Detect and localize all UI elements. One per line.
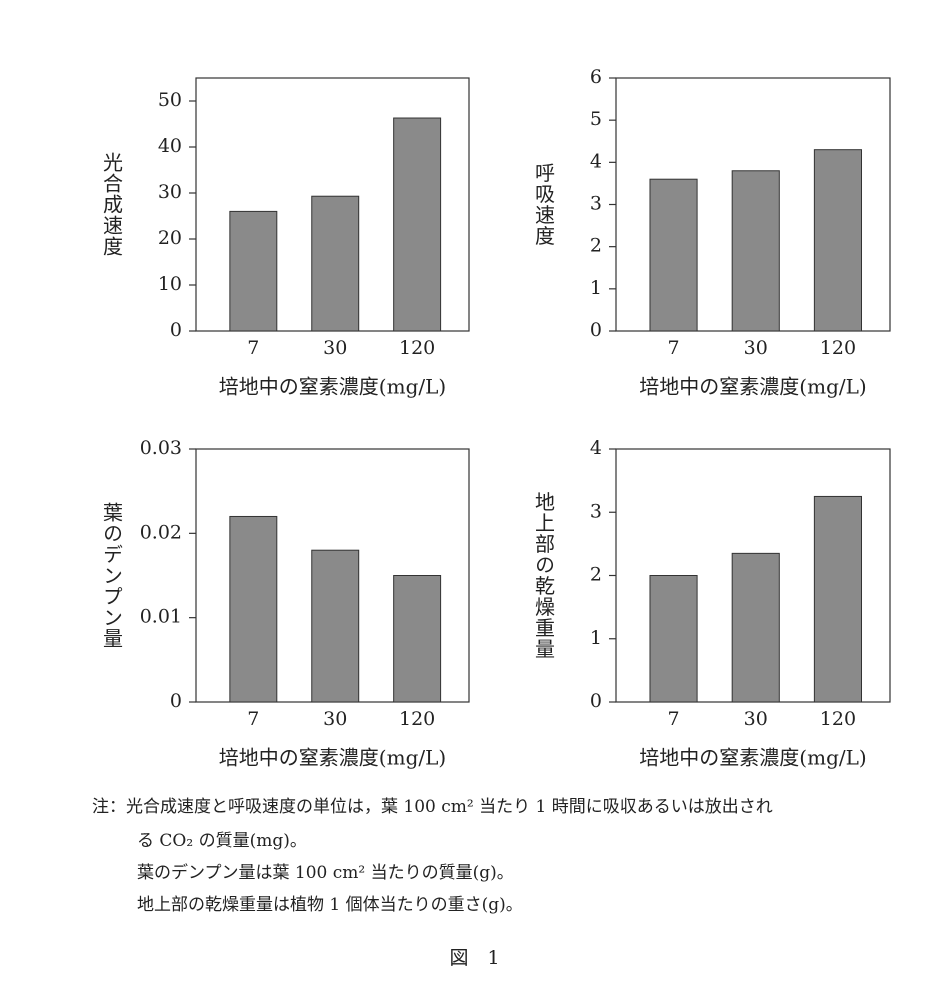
x-tick-label: 30 [323,337,347,359]
bar [311,195,360,332]
y-tick-label: 0.01 [140,606,182,628]
y-axis-label: 呼吸速度 [532,162,556,246]
x-axis-label: 培地中の窒素濃度(mg/L) [639,746,866,770]
y-tick-label: 1 [590,627,602,649]
y-tick-label: 20 [158,227,182,249]
bar [229,210,278,332]
bar [731,552,780,703]
bar [229,515,278,703]
x-axis-label: 培地中の窒素濃度(mg/L) [219,375,446,399]
x-tick-label: 7 [247,708,259,730]
y-tick-label: 3 [590,193,602,215]
y-tick-label: 1 [590,277,602,299]
y-tick-label: 3 [590,500,602,522]
bar [731,170,780,332]
x-tick-label: 30 [744,337,768,359]
bar [393,575,442,703]
note: 地上部の乾燥重量は植物 1 個体当たりの重さ(g)。 [137,895,523,915]
y-tick-label: 40 [158,135,182,157]
x-axis-label: 培地中の窒素濃度(mg/L) [219,746,446,770]
y-tick-label: 6 [590,66,602,88]
y-tick-label: 5 [590,108,602,130]
bar [311,549,360,703]
x-tick-label: 120 [399,337,435,359]
x-tick-label: 120 [820,708,856,730]
y-tick-label: 0.03 [140,437,182,459]
y-tick-label: 4 [590,150,602,172]
bar [649,575,698,703]
figure-caption: 図 1 [449,947,500,969]
bar [813,495,863,703]
x-tick-label: 120 [820,337,856,359]
y-axis-label: 光合成速度 [100,152,124,257]
bar [813,149,863,332]
x-tick-label: 30 [323,708,347,730]
note: 葉のデンプン量は葉 100 cm² 当たりの質量(g)。 [137,863,514,883]
y-tick-label: 30 [158,181,182,203]
bar [393,117,442,332]
bar [649,178,698,332]
y-tick-label: 4 [590,437,602,459]
x-tick-label: 30 [744,708,768,730]
x-tick-label: 120 [399,708,435,730]
y-tick-label: 0 [170,690,182,712]
y-axis-label: 葉のデンプン量 [100,502,124,649]
y-tick-label: 0.02 [140,521,182,543]
x-tick-label: 7 [667,337,679,359]
y-tick-label: 2 [590,564,602,586]
note: る CO₂ の質量(mg)。 [137,831,307,851]
y-axis-label: 地上部の乾燥重量 [532,491,556,659]
y-tick-label: 0 [170,319,182,341]
y-tick-label: 0 [590,690,602,712]
x-tick-label: 7 [247,337,259,359]
y-tick-label: 2 [590,235,602,257]
y-tick-label: 10 [158,273,182,295]
note: 注：光合成速度と呼吸速度の単位は，葉 100 cm² 当たり 1 時間に吸収ある… [92,797,773,817]
x-axis-label: 培地中の窒素濃度(mg/L) [639,375,866,399]
y-tick-label: 0 [590,319,602,341]
x-tick-label: 7 [667,708,679,730]
y-tick-label: 50 [158,89,182,111]
